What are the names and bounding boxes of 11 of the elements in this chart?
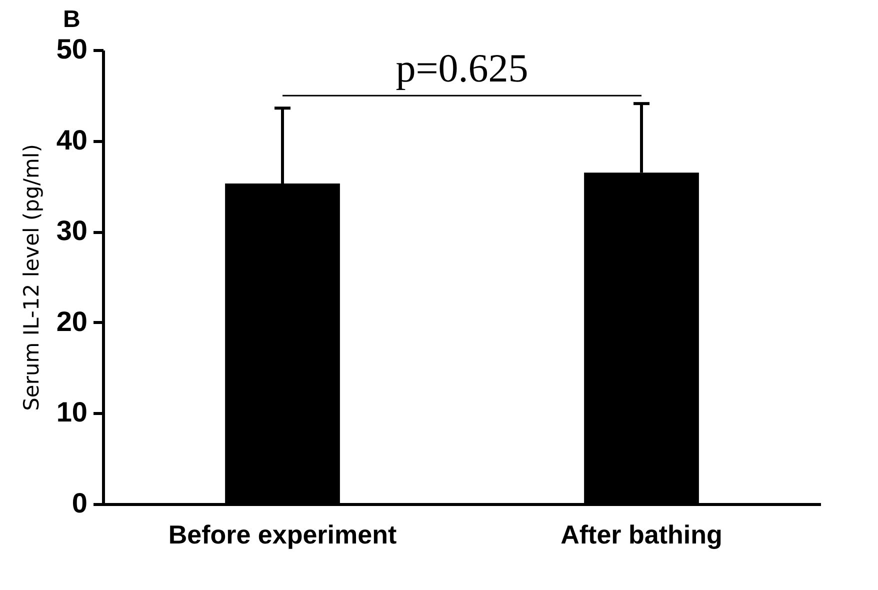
chart-title: B — [63, 6, 80, 33]
y-tick-label: 20 — [56, 306, 88, 337]
x-tick-label: After bathing — [560, 520, 722, 550]
y-tick-label: 0 — [72, 488, 88, 518]
annotation: p=0.625 — [396, 46, 528, 91]
y-tick-label: 30 — [56, 215, 88, 246]
y-axis-title: Serum IL-12 level (pg/ml) — [19, 144, 44, 411]
y-tick-label: 50 — [56, 34, 88, 64]
y-tick-label: 40 — [56, 124, 88, 156]
y-tick-label: 10 — [56, 396, 88, 428]
x-tick-label: Before experiment — [168, 520, 397, 550]
